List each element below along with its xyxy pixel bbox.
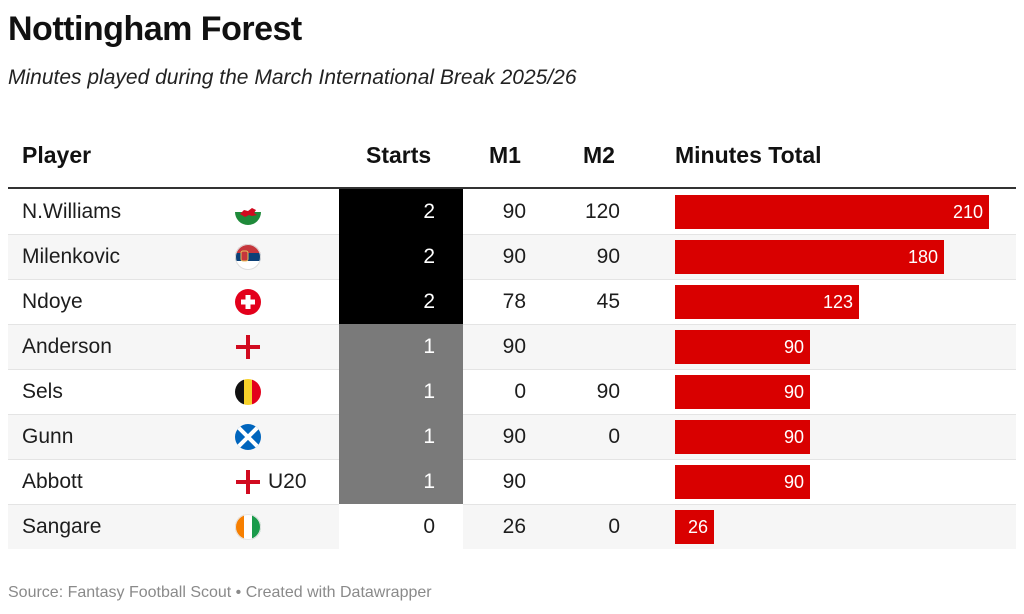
minutes-bar: 26	[675, 510, 714, 544]
header-divider	[8, 187, 1016, 189]
minutes-bar: 180	[675, 240, 944, 274]
minutes-bar: 90	[675, 375, 810, 409]
starts-value: 1	[423, 425, 435, 448]
header-minutes-total: Minutes Total	[675, 142, 822, 168]
starts-cell: 1	[339, 369, 463, 414]
m1-value: 90	[502, 425, 526, 448]
switzerland-flag-icon	[235, 289, 261, 315]
starts-cell: 0	[339, 504, 463, 549]
scotland-flag-icon	[235, 424, 261, 450]
source-note: Source: Fantasy Football Scout • Created…	[8, 584, 432, 601]
starts-cell: 1	[339, 324, 463, 369]
starts-value: 0	[423, 515, 435, 538]
minutes-bar: 90	[675, 330, 810, 364]
row-divider	[8, 369, 1016, 370]
minutes-bar-label: 180	[907, 247, 938, 267]
minutes-bar-label: 90	[783, 337, 804, 357]
row-divider	[8, 279, 1016, 280]
m2-value: 120	[584, 200, 620, 223]
row-divider	[8, 234, 1016, 235]
team-level-note: U20	[268, 470, 307, 493]
minutes-bar-label: 90	[783, 427, 804, 447]
player-name: Abbott	[22, 470, 83, 493]
player-name: Anderson	[22, 335, 112, 358]
england-flag-icon	[235, 469, 261, 495]
row-divider	[8, 324, 1016, 325]
m2-value: 0	[608, 425, 620, 448]
starts-value: 1	[423, 335, 435, 358]
minutes-bar-label: 90	[783, 472, 804, 492]
minutes-bar-label: 90	[783, 382, 804, 402]
player-name: Milenkovic	[22, 245, 121, 268]
wales-flag-icon	[235, 199, 261, 225]
starts-value: 1	[423, 380, 435, 403]
starts-value: 2	[423, 200, 435, 223]
belgium-flag-icon	[235, 379, 261, 405]
header-player: Player	[22, 142, 92, 168]
header-starts: Starts	[366, 142, 432, 168]
row-divider	[8, 504, 1016, 505]
m2-value	[560, 324, 620, 369]
table-row	[8, 414, 1016, 459]
starts-cell: 1	[339, 414, 463, 459]
minutes-bar-label: 26	[687, 517, 708, 537]
m2-value: 45	[596, 290, 620, 313]
m2-value	[560, 459, 620, 504]
chart-subtitle: Minutes played during the March Internat…	[8, 66, 577, 89]
m1-value: 90	[502, 245, 526, 268]
m2-value: 0	[608, 515, 620, 538]
m2-value: 90	[596, 380, 620, 403]
m1-value: 26	[502, 515, 526, 538]
minutes-bar: 210	[675, 195, 989, 229]
m1-value: 90	[502, 335, 526, 358]
starts-cell: 2	[339, 234, 463, 279]
player-name: Sels	[22, 380, 63, 403]
starts-value: 1	[423, 470, 435, 493]
starts-value: 2	[423, 245, 435, 268]
starts-cell: 2	[339, 279, 463, 324]
minutes-bar: 90	[675, 465, 810, 499]
serbia-flag-icon	[235, 244, 261, 270]
player-name: Sangare	[22, 515, 102, 538]
player-name: N.Williams	[22, 200, 122, 223]
ivory-coast-flag-icon	[235, 514, 261, 540]
m1-value: 90	[502, 470, 526, 493]
starts-cell: 1	[339, 459, 463, 504]
minutes-bar: 123	[675, 285, 859, 319]
header-m2: M2	[583, 142, 615, 168]
table-row	[8, 504, 1016, 549]
table-row	[8, 324, 1016, 369]
chart-title: Nottingham Forest	[8, 10, 302, 48]
player-name: Ndoye	[22, 290, 83, 313]
starts-value: 2	[423, 290, 435, 313]
minutes-bar-label: 210	[952, 202, 983, 222]
minutes-bar-label: 123	[822, 292, 853, 312]
row-divider	[8, 414, 1016, 415]
header-m1: M1	[489, 142, 521, 168]
m1-value: 78	[502, 290, 526, 313]
m2-value: 90	[596, 245, 620, 268]
row-divider	[8, 459, 1016, 460]
england-flag-icon	[235, 334, 261, 360]
player-name: Gunn	[22, 425, 74, 448]
starts-cell: 2	[339, 189, 463, 234]
minutes-bar: 90	[675, 420, 810, 454]
m1-value: 0	[514, 380, 526, 403]
m1-value: 90	[502, 200, 526, 223]
